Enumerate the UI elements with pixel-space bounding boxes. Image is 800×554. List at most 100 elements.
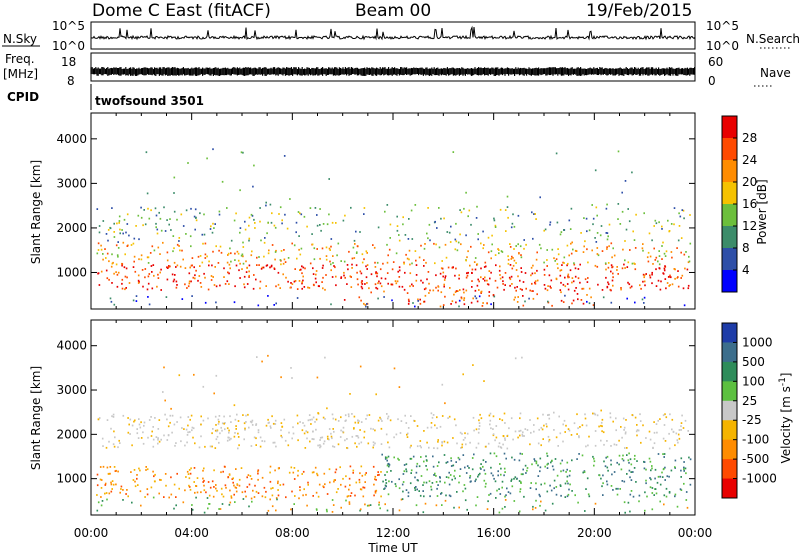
- range-cell: [284, 439, 287, 442]
- range-cell: [369, 504, 372, 506]
- range-cell: [213, 227, 215, 229]
- range-cell: [287, 444, 290, 447]
- range-cell: [449, 241, 452, 243]
- range-cell: [537, 475, 540, 477]
- range-cell: [601, 418, 604, 421]
- range-cell: [488, 414, 491, 417]
- range-cell: [435, 504, 438, 507]
- range-cell: [680, 237, 683, 239]
- range-cell: [626, 297, 628, 300]
- range-cell: [351, 257, 354, 260]
- range-cell: [666, 282, 669, 284]
- range-cell: [355, 435, 358, 437]
- range-cell: [556, 263, 559, 265]
- range-cell: [548, 274, 551, 277]
- range-cell: [332, 255, 334, 257]
- range-cell: [219, 245, 222, 248]
- range-cell: [603, 460, 605, 463]
- range-cell: [250, 445, 253, 447]
- x-tick-label: 12:00: [376, 526, 411, 540]
- range-cell: [671, 256, 673, 259]
- range-cell: [299, 486, 301, 488]
- range-cell: [305, 430, 307, 433]
- range-cell: [364, 503, 366, 506]
- range-cell: [416, 488, 418, 491]
- range-cell: [490, 427, 492, 430]
- range-cell: [166, 266, 168, 269]
- range-cell: [567, 493, 570, 496]
- range-cell: [529, 443, 531, 446]
- range-cell: [366, 264, 369, 266]
- range-cell: [343, 274, 345, 277]
- range-cell: [680, 251, 682, 254]
- nsearch-tick-top: 10^5: [706, 19, 739, 33]
- range-cell: [552, 468, 555, 471]
- range-cell: [529, 289, 531, 292]
- range-cell: [518, 430, 520, 433]
- range-cell: [215, 424, 217, 426]
- range-cell: [418, 465, 421, 468]
- range-cell: [303, 432, 306, 435]
- range-cell: [549, 223, 551, 226]
- range-cell: [170, 493, 173, 496]
- range-cell: [259, 287, 261, 290]
- range-cell: [328, 428, 331, 430]
- range-cell: [124, 253, 126, 256]
- range-cell: [164, 473, 167, 475]
- range-cell: [514, 296, 516, 299]
- range-cell: [520, 482, 522, 484]
- range-cell: [563, 256, 566, 259]
- range-cell: [252, 185, 254, 188]
- range-cell: [223, 267, 225, 270]
- range-cell: [450, 303, 452, 305]
- colorbar-tick-label: 4: [742, 263, 750, 277]
- range-cell: [221, 493, 223, 496]
- range-cell: [118, 439, 120, 442]
- range-cell: [342, 477, 344, 480]
- range-cell: [436, 465, 439, 467]
- range-cell: [350, 286, 353, 288]
- range-cell: [366, 414, 368, 417]
- range-cell: [294, 268, 296, 270]
- range-cell: [97, 418, 100, 421]
- range-cell: [535, 258, 538, 261]
- range-cell: [683, 482, 685, 485]
- range-cell: [112, 443, 115, 446]
- range-cell: [350, 276, 352, 278]
- range-cell: [375, 286, 377, 289]
- range-cell: [327, 437, 329, 440]
- range-cell: [220, 487, 223, 490]
- range-cell: [475, 297, 478, 300]
- range-cell: [207, 481, 210, 483]
- range-cell: [430, 422, 433, 424]
- range-cell: [512, 264, 515, 267]
- range-cell: [623, 480, 626, 483]
- range-cell: [407, 427, 410, 429]
- range-cell: [168, 223, 170, 226]
- range-cell: [458, 481, 460, 484]
- range-cell: [386, 261, 389, 264]
- range-cell: [235, 487, 238, 489]
- y-tick-label: 1000: [56, 472, 87, 486]
- range-cell: [509, 284, 511, 287]
- colorbar-tick-label: 8: [742, 241, 750, 255]
- range-cell: [458, 274, 460, 277]
- range-cell: [540, 500, 542, 503]
- range-cell: [299, 489, 301, 492]
- range-cell: [626, 473, 628, 475]
- range-cell: [569, 470, 571, 472]
- range-cell: [340, 276, 343, 279]
- range-cell: [304, 447, 307, 449]
- range-cell: [204, 445, 206, 448]
- range-cell: [519, 452, 522, 455]
- range-cell: [411, 262, 413, 265]
- range-cell: [526, 467, 529, 469]
- range-cell: [392, 261, 395, 263]
- range-cell: [306, 504, 308, 507]
- range-cell: [403, 262, 405, 265]
- range-cell: [106, 498, 108, 501]
- range-cell: [666, 475, 669, 478]
- range-cell: [346, 447, 348, 449]
- range-cell: [522, 468, 524, 471]
- range-cell: [504, 272, 507, 274]
